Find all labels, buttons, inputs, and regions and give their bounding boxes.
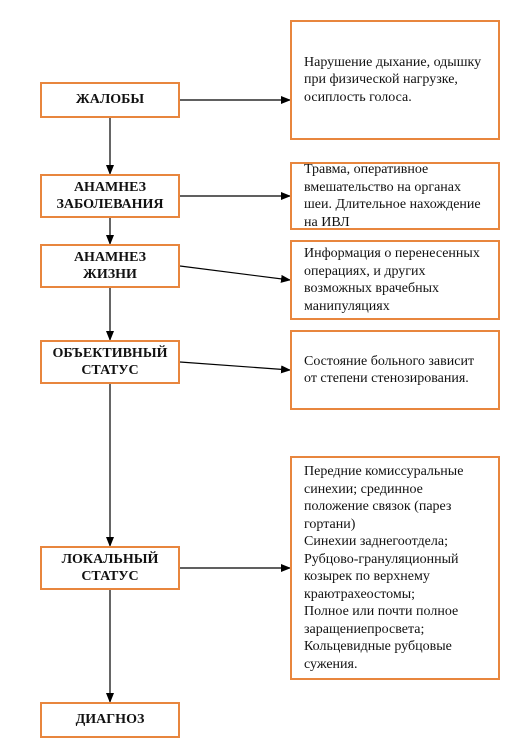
complaints-label-text: ЖАЛОБЫ <box>76 91 144 109</box>
diagnosis-label-text: ДИАГНОЗ <box>76 711 145 729</box>
disease-hx-label-text: АНАМНЕЗ ЗАБОЛЕВАНИЯ <box>48 179 172 214</box>
local-desc-text: Передние комиссуральные синехии; срединн… <box>304 463 486 673</box>
disease-hx-desc-text: Травма, оперативное вмешательство на орг… <box>304 161 486 231</box>
local-label: ЛОКАЛЬНЫЙ СТАТУС <box>40 546 180 590</box>
objective-desc: Состояние больного зависит от степени ст… <box>290 330 500 410</box>
disease-hx-label: АНАМНЕЗ ЗАБОЛЕВАНИЯ <box>40 174 180 218</box>
local-label-text: ЛОКАЛЬНЫЙ СТАТУС <box>48 551 172 586</box>
life-hx-label: АНАМНЕЗ ЖИЗНИ <box>40 244 180 288</box>
objective-desc-text: Состояние больного зависит от степени ст… <box>304 353 486 388</box>
life-hx-desc-text: Информация о перенесенных операциях, и д… <box>304 245 486 315</box>
life-hx-desc: Информация о перенесенных операциях, и д… <box>290 240 500 320</box>
objective-label: ОБЪЕКТИВНЫЙ СТАТУС <box>40 340 180 384</box>
complaints-desc-text: Нарушение дыхание, одышку при физической… <box>304 54 486 107</box>
flowchart-canvas: ЖАЛОБЫ АНАМНЕЗ ЗАБОЛЕВАНИЯ АНАМНЕЗ ЖИЗНИ ОБ… <box>0 0 521 749</box>
disease-hx-desc: Травма, оперативное вмешательство на орг… <box>290 162 500 230</box>
edge-objective-label-to-objective-desc <box>180 362 290 370</box>
edge-life-hx-label-to-life-hx-desc <box>180 266 290 280</box>
local-desc: Передние комиссуральные синехии; срединн… <box>290 456 500 680</box>
life-hx-label-text: АНАМНЕЗ ЖИЗНИ <box>48 249 172 284</box>
complaints-desc: Нарушение дыхание, одышку при физической… <box>290 20 500 140</box>
diagnosis-label: ДИАГНОЗ <box>40 702 180 738</box>
complaints-label: ЖАЛОБЫ <box>40 82 180 118</box>
objective-label-text: ОБЪЕКТИВНЫЙ СТАТУС <box>48 345 172 380</box>
